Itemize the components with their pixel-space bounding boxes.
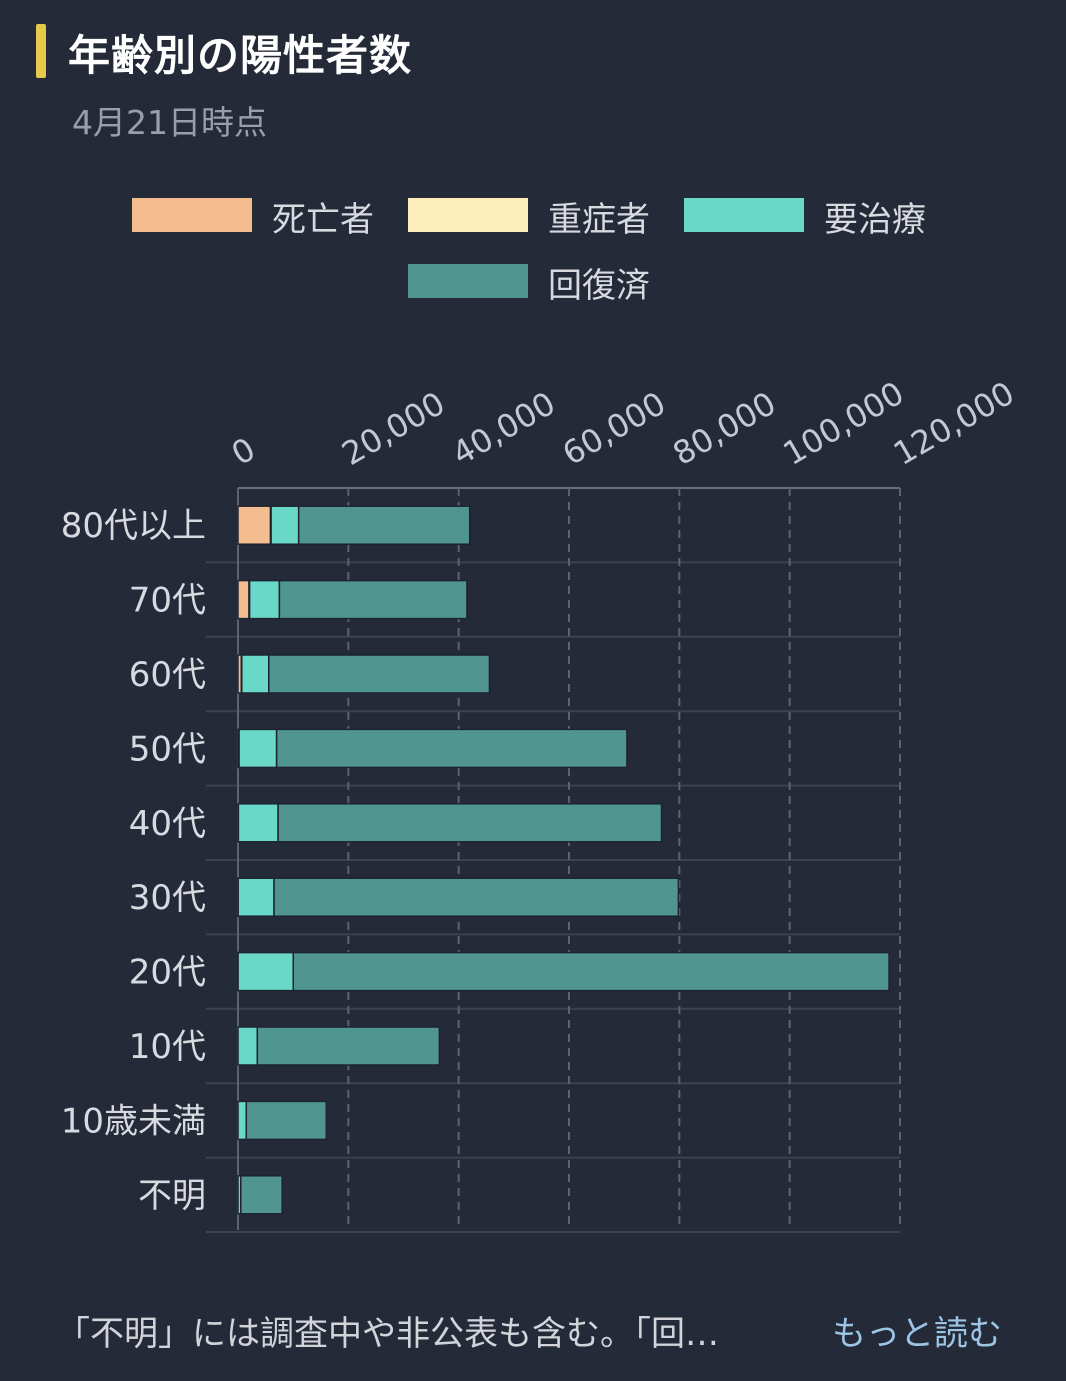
bar-segment [278,579,468,620]
x-tick-label: 20,000 [335,384,451,473]
x-tick-label: 120,000 [887,374,1021,473]
bar-segment [238,728,278,769]
legend-swatch-treatment [684,198,804,232]
footer-note: 「不明」には調査中や非公表も含む。「回… [56,1314,719,1354]
legend-swatch-deaths [132,198,252,232]
legend-swatch-severe [408,198,528,232]
bar-segment [241,654,270,694]
bar-segment [237,1100,248,1141]
bar-segment [237,579,250,620]
y-category-label: 50代 [129,729,206,769]
bar-segment [248,579,281,620]
bar-segment [277,803,663,843]
legend-label-deaths: 死亡者 [272,200,374,240]
legend-label-severe: 重症者 [548,200,650,240]
bar-segment [245,1100,328,1141]
title-accent-bar [36,24,46,78]
legend-label-recovered: 回復済 [548,266,650,306]
bar-segment [268,654,491,694]
bar-segment [256,1026,441,1066]
y-category-label: 不明 [138,1176,206,1216]
page-subtitle: 4月21日時点 [72,103,267,142]
x-tick-label: 80,000 [666,384,782,473]
read-more-link[interactable]: もっと読む [832,1314,1002,1354]
x-tick-label: 40,000 [446,384,562,473]
bar-segment [237,803,279,843]
legend-label-treatment: 要治療 [824,200,926,240]
y-category-label: 10歳未満 [61,1101,206,1141]
x-tick-label: 100,000 [777,374,911,473]
bar-segment [237,877,275,917]
y-category-label: 10代 [129,1027,206,1067]
x-tick-label: 0 [225,430,262,473]
bar-segment [297,505,471,545]
bar-segment [275,728,628,769]
bar-segment [273,877,680,917]
bar-segment [237,951,294,992]
bar-segment [237,1026,259,1066]
y-category-label: 60代 [129,655,206,695]
y-category-label: 70代 [129,581,206,621]
bar-segment [237,505,272,545]
x-tick-label: 60,000 [556,384,672,473]
y-category-label: 20代 [129,953,206,993]
y-category-label: 80代以上 [61,506,206,546]
bar-segment [240,1175,283,1215]
page-title: 年齢別の陽性者数 [68,31,413,80]
bar-segment [292,951,890,992]
y-category-label: 40代 [129,804,206,844]
y-category-label: 30代 [129,878,206,918]
legend-swatch-recovered [408,264,528,298]
bar-segment [270,505,300,545]
